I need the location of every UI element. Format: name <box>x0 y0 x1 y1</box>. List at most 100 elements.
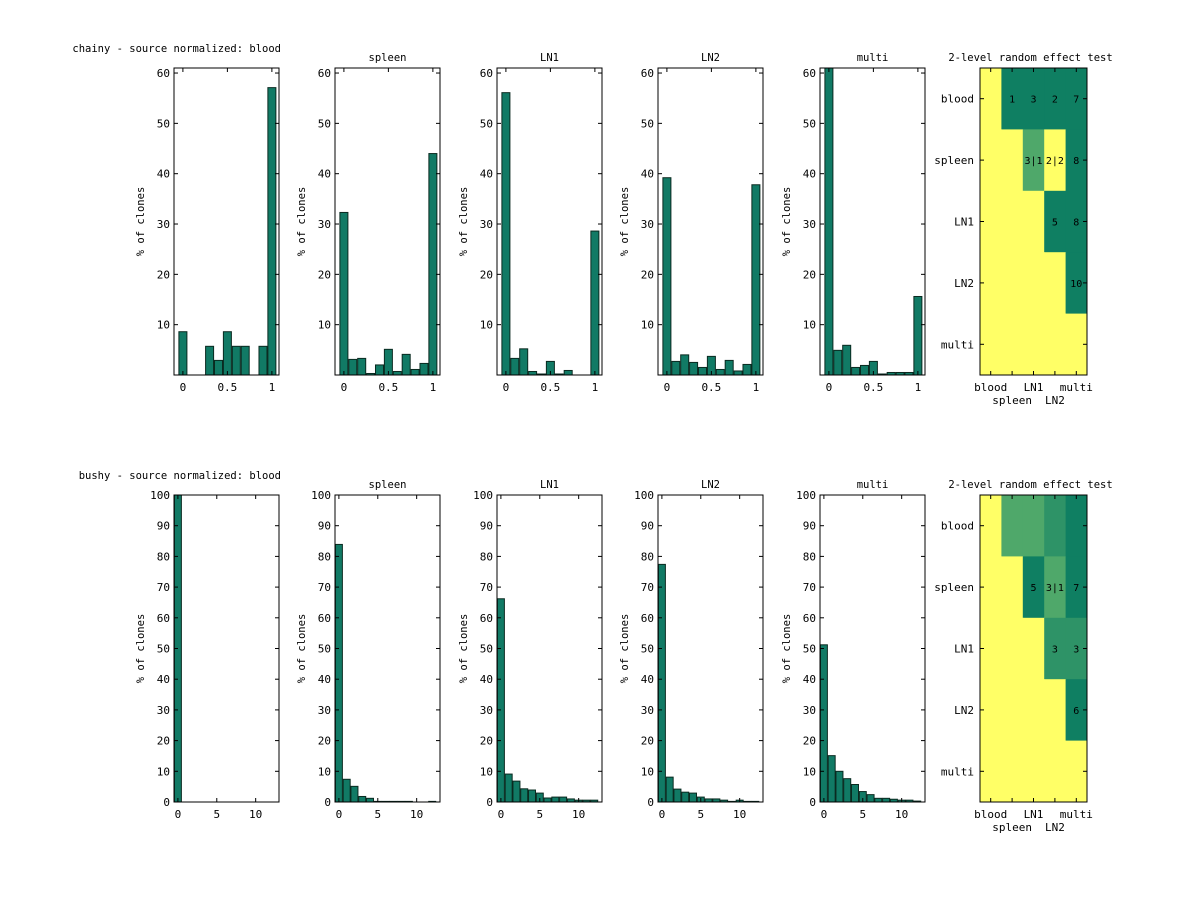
x-tick-label: 5 <box>697 808 704 821</box>
heat-cell-4-2 <box>1022 313 1045 376</box>
bar-bushy-1-4 <box>366 797 374 803</box>
y-tick-label: 60 <box>480 67 493 80</box>
heat-cell-1-2 <box>1022 556 1045 619</box>
bar-chainy-3-7 <box>724 359 734 376</box>
y-tick-label: 80 <box>480 550 493 563</box>
panel-chainy-4: 10 20 30 40 50 60 0 0.5 1 multi % of clones <box>781 52 926 394</box>
bar-chainy-2-2 <box>519 348 529 376</box>
bar-bushy-3-1 <box>665 776 674 803</box>
panel-title: spleen <box>369 52 407 64</box>
axes-frame <box>173 67 280 376</box>
bar-bushy-4-4 <box>851 784 859 803</box>
bar-chainy-4-3 <box>851 366 861 376</box>
heat-cell-3-4 <box>1065 252 1088 315</box>
bar-bushy-3-3 <box>681 791 690 803</box>
heat-cell-4-3 <box>1044 740 1067 803</box>
y-tick-label: 40 <box>641 673 654 686</box>
x-tick-label: 0.5 <box>701 381 721 394</box>
x-tick-label: 1 <box>915 381 922 394</box>
y-tick-label: 0 <box>163 796 170 809</box>
y-tick-label: 30 <box>318 704 331 717</box>
y-tick-label: 60 <box>803 612 816 625</box>
y-tick-label: 30 <box>641 704 654 717</box>
bar-chainy-3-3 <box>689 361 699 376</box>
heat-cell-4-0 <box>980 740 1002 803</box>
bar-chainy-3-0 <box>662 177 672 376</box>
bar-bushy-2-3 <box>520 788 529 803</box>
heat-col-label: LN2 <box>1045 821 1065 834</box>
bar-bushy-4-6 <box>866 794 875 803</box>
heat-label-0-4: 7 <box>1073 95 1079 106</box>
y-tick-label: 40 <box>318 168 331 181</box>
heat-cell-3-3 <box>1044 252 1067 315</box>
y-tick-label: 10 <box>318 765 331 778</box>
y-tick-label: 40 <box>157 673 170 686</box>
y-tick-label: 10 <box>157 319 170 332</box>
y-tick-label: 80 <box>803 550 816 563</box>
heat-label-1-3: 2|2 <box>1046 156 1064 167</box>
bar-chainy-1-4 <box>374 364 384 376</box>
heat-row-label: blood <box>941 520 974 533</box>
panel-bushy-4: 0 10 20 30 40 50 60 70 80 90 100 0 5 10 multi % of clon… <box>781 479 926 821</box>
heat-label-2-4: 8 <box>1073 218 1079 229</box>
y-tick-label: 0 <box>486 796 493 809</box>
panel-title: multi <box>857 52 889 64</box>
bar-chainy-4-1 <box>833 349 843 376</box>
y-tick-label: 50 <box>803 643 816 656</box>
y-tick-label: 20 <box>318 268 331 281</box>
panel-chainy-0: 10 20 30 40 50 60 0 0.5 1 chainy - source normali… <box>72 43 281 394</box>
panel-title: LN2 <box>701 52 720 64</box>
y-tick-label: 20 <box>641 268 654 281</box>
y-tick-label: 50 <box>480 643 493 656</box>
panel-bushy-1: 0 10 20 30 40 50 60 70 80 90 100 0 5 10 spleen % of clo… <box>296 479 441 821</box>
heat-label-1-2: 5 <box>1030 583 1036 594</box>
bar-bushy-2-8 <box>559 796 568 803</box>
y-tick-label: 50 <box>641 117 654 130</box>
heat-cell-4-3 <box>1044 313 1067 376</box>
panel-bushy-2: 0 10 20 30 40 50 60 70 80 90 100 0 5 10 LN1 % of clones <box>458 479 603 821</box>
bar-chainy-0-9 <box>258 345 268 376</box>
x-tick-label: 5 <box>859 808 866 821</box>
axes-frame <box>819 494 926 803</box>
bar-chainy-1-8 <box>410 368 420 376</box>
y-tick-label: 40 <box>803 673 816 686</box>
heat-cell-3-1 <box>1001 679 1024 742</box>
heat-row-label: LN1 <box>954 643 974 656</box>
y-tick-label: 80 <box>318 550 331 563</box>
y-tick-label: 40 <box>641 168 654 181</box>
x-tick-label: 0 <box>659 808 666 821</box>
y-tick-label: 80 <box>641 550 654 563</box>
heat-label-3-4: 10 <box>1070 279 1082 290</box>
heat-cell-2-1 <box>1001 190 1024 253</box>
x-tick-label: 10 <box>249 808 262 821</box>
bar-bushy-1-0 <box>334 543 343 803</box>
y-tick-label: 40 <box>480 168 493 181</box>
x-tick-label: 0.5 <box>217 381 237 394</box>
y-tick-label: 60 <box>641 67 654 80</box>
bar-chainy-3-10 <box>751 184 761 376</box>
y-axis-label: % of clones <box>296 614 308 684</box>
y-tick-label: 60 <box>318 67 331 80</box>
y-tick-label: 100 <box>473 489 493 502</box>
bar-chainy-1-2 <box>357 357 367 376</box>
bar-bushy-2-2 <box>512 780 521 803</box>
heat-cell-3-1 <box>1001 252 1024 315</box>
heat-cell-1-3 <box>1044 129 1067 192</box>
bar-chainy-0-7 <box>240 345 250 376</box>
y-tick-label: 60 <box>641 612 654 625</box>
heat-col-label: multi <box>1060 808 1093 821</box>
y-tick-label: 20 <box>803 735 816 748</box>
heat-label-3-4: 6 <box>1073 706 1079 717</box>
bar-chainy-2-0 <box>501 92 511 376</box>
panel-title: LN1 <box>540 52 559 64</box>
y-tick-label: 50 <box>480 117 493 130</box>
heat-cell-0-4 <box>1065 495 1088 557</box>
x-tick-label: 0 <box>826 381 833 394</box>
x-tick-label: 0 <box>175 808 182 821</box>
heat-row-label: LN2 <box>954 704 974 717</box>
y-tick-label: 60 <box>157 612 170 625</box>
y-tick-label: 10 <box>318 319 331 332</box>
heat-cell-3-0 <box>980 252 1002 315</box>
y-axis-label: % of clones <box>458 614 470 684</box>
x-tick-label: 0 <box>341 381 348 394</box>
